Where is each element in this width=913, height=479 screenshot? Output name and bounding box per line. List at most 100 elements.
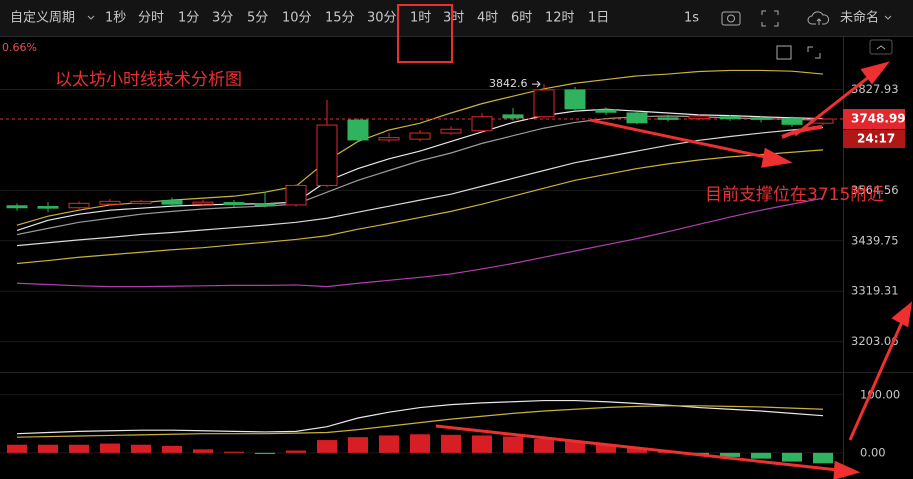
candle-body [626,112,648,124]
indicator-line [16,149,824,265]
macd-bar [317,440,337,453]
interval-button[interactable]: 1时 [410,11,431,26]
macd-bar [472,435,492,453]
interval-button[interactable]: 5分 [247,11,268,26]
macd-bar [565,441,585,453]
y-tick-label: 3827.93 [851,82,899,96]
last-price-label: 3748.99 [851,112,906,126]
fullscreen-icon[interactable] [761,10,779,27]
highlight-box [397,4,453,63]
macd-bar [69,444,89,453]
candle-body [502,114,524,119]
speed[interactable]: 1s [684,11,699,26]
interval-button[interactable]: 10分 [282,11,312,26]
interval-button[interactable]: 1日 [588,11,609,26]
candle-body [533,89,555,118]
candle-body [130,200,152,204]
toolbar [0,0,913,36]
interval-bar: 1秒 分时 1分 3分 5分 10分 15分 30分 1时 3时 4时 6时 12时 1日 [105,11,609,26]
plot-area: 3827.93 3564.56 3439.75 3319.31 3203.06 3842.… [0,69,906,464]
macd-bar [38,444,58,453]
candle-body [440,128,462,134]
interval-button[interactable]: 12时 [545,11,575,26]
candle-body [409,132,431,140]
macd-bar [410,434,430,453]
countdown: 24:17 [857,132,895,146]
candle-body [285,184,307,206]
indicator-line [16,108,824,232]
panel-icons[interactable] [776,39,893,60]
macd-bar [379,435,399,453]
dropdown-icon [87,15,95,20]
candle-body [223,202,245,206]
macd-bar [162,445,182,453]
interval-button[interactable]: 分时 [138,11,164,26]
candle-body [254,203,276,207]
candle-body [347,119,369,141]
candle-body [37,206,59,209]
price-tag [843,109,905,130]
interval-button[interactable]: 1秒 [105,11,126,26]
candle-body [471,116,493,132]
support-annotation: 目前支撑位在3715附近 [705,185,884,205]
interval-button[interactable]: 3时 [443,11,464,26]
macd-bar [7,444,27,453]
macd-bar [348,437,368,453]
interval-button[interactable]: 15分 [325,11,355,26]
macd-bar [193,449,213,453]
countdown-tag [843,130,905,149]
y-tick-label: 100.00 [860,387,900,401]
interval-button[interactable]: 30分 [367,11,397,26]
macd-bar [596,444,616,453]
macd-bar [286,450,306,453]
candle-body [316,124,338,186]
candle-body [68,202,90,209]
candle-body [750,117,772,120]
annotation-arrows [435,61,913,479]
y-tick-label: 0.00 [860,445,886,459]
high-arrow [532,80,541,88]
interval-button[interactable]: 3分 [212,11,233,26]
macd-bar [100,443,120,453]
macd-bar [441,434,461,453]
camera-icon[interactable] [721,11,741,26]
macd-line [16,399,824,435]
macd-bar [131,444,151,453]
macd-bar [627,448,647,453]
macd-bar [782,452,802,462]
dropdown-icon [884,15,892,20]
macd-bar [720,452,740,457]
change-percent: 0.66% [2,41,37,54]
layout-name[interactable]: 未命名 [840,10,879,26]
cloud-icon[interactable] [807,11,830,25]
period-menu[interactable]: 自定义周期 [10,11,75,26]
macd-bar [255,452,275,455]
candle-body [688,115,710,120]
candle-body [657,117,679,120]
interval-button[interactable]: 6时 [511,11,532,26]
candle-body [378,137,400,141]
interval-button[interactable]: 1分 [178,11,199,26]
candle-body [595,109,617,113]
candle-body [564,89,586,110]
y-tick-label: 3439.75 [851,233,899,247]
y-tick-label: 3203.06 [851,334,899,348]
y-tick-label: 3319.31 [851,284,899,298]
interval-button[interactable]: 4时 [477,11,498,26]
chart-title: 以太坊小时线技术分析图 [55,70,242,90]
candle-body [6,205,28,209]
macd-bar [224,451,244,453]
indicator-line [16,197,824,288]
y-tick-label: 3564.56 [851,183,899,197]
candle-body [99,200,121,205]
candle-body [781,118,803,125]
macd-bar [751,452,771,459]
candle-body [161,200,183,205]
candle-body [192,201,214,205]
high-label: 3842.6 [489,77,528,90]
macd-line [16,405,824,438]
macd-bar [503,436,523,453]
macd-bar [813,452,833,464]
